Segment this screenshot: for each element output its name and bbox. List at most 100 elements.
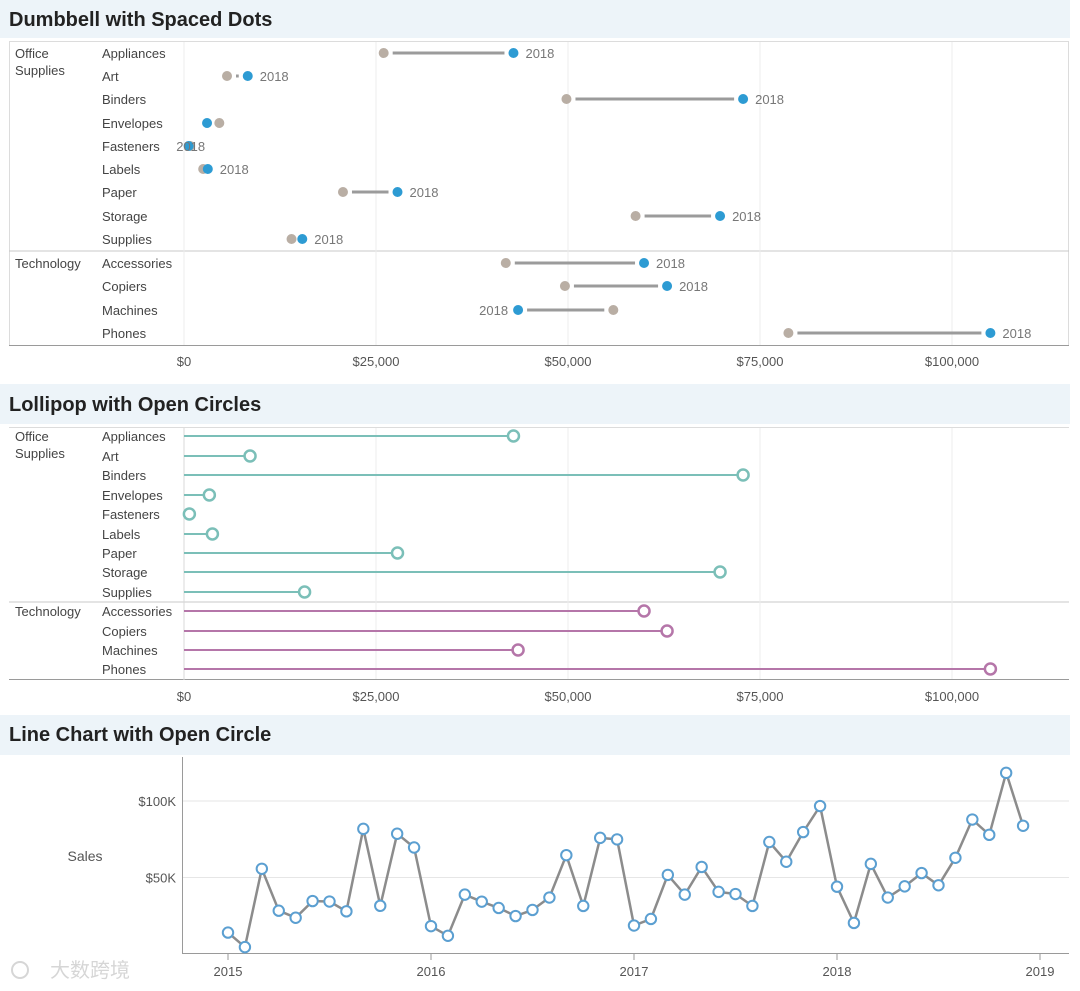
- line-marker[interactable]: [390, 827, 404, 840]
- dumbbell-dot-2018[interactable]: [639, 258, 650, 268]
- line-marker[interactable]: [712, 885, 725, 899]
- line-marker[interactable]: [407, 841, 421, 854]
- dumbbell-dot-2017[interactable]: [783, 328, 794, 338]
- lollipop-head[interactable]: [660, 624, 674, 638]
- line-marker[interactable]: [221, 926, 235, 939]
- lollipop-head[interactable]: [297, 585, 312, 599]
- dumbbell-dot-2017[interactable]: [561, 94, 572, 104]
- dumbbell-dot-2018[interactable]: [392, 187, 403, 197]
- line-marker[interactable]: [306, 894, 319, 908]
- dumbbell-dot-2018[interactable]: [242, 71, 253, 81]
- line-marker[interactable]: [458, 888, 472, 901]
- line-marker[interactable]: [830, 880, 844, 893]
- dumbbell-dot-2017[interactable]: [286, 234, 297, 244]
- line-marker[interactable]: [695, 860, 708, 874]
- line-marker[interactable]: [983, 828, 996, 842]
- lollipop-row: Fasteners: [102, 507, 197, 522]
- line-marker[interactable]: [560, 848, 573, 862]
- dumbbell-dot-2018[interactable]: [183, 141, 194, 151]
- lollipop-head[interactable]: [983, 662, 998, 676]
- line-marker[interactable]: [864, 857, 878, 871]
- line-marker[interactable]: [475, 895, 488, 908]
- dumbbell-dot-2018[interactable]: [715, 211, 726, 221]
- line-marker[interactable]: [932, 879, 945, 892]
- lollipop-head[interactable]: [713, 565, 727, 579]
- line-marker[interactable]: [847, 916, 861, 930]
- lollipop-row: Copiers: [102, 624, 674, 639]
- line-marker[interactable]: [255, 862, 269, 875]
- line-marker[interactable]: [644, 912, 658, 926]
- line-marker[interactable]: [441, 929, 455, 942]
- dumbbell-dot-2018[interactable]: [662, 281, 673, 291]
- line-marker[interactable]: [526, 903, 539, 917]
- line-marker[interactable]: [357, 822, 370, 836]
- dumbbell-dot-2018[interactable]: [202, 118, 213, 128]
- line-marker[interactable]: [763, 835, 776, 849]
- line-marker[interactable]: [661, 868, 675, 882]
- lollipop-x-ticks: $0 $25,000 $50,000 $75,000 $100,000: [177, 689, 979, 704]
- line-marker[interactable]: [323, 895, 336, 908]
- dumbbell-dot-2017[interactable]: [214, 118, 225, 128]
- line-marker[interactable]: [627, 919, 641, 932]
- line-marker[interactable]: [729, 887, 742, 901]
- line-marker[interactable]: [881, 891, 894, 904]
- line-marker[interactable]: [509, 909, 522, 923]
- dumbbell-category-label: Copiers: [102, 279, 147, 294]
- line-marker[interactable]: [610, 833, 624, 846]
- line-marker[interactable]: [999, 766, 1013, 780]
- line-marker[interactable]: [915, 866, 928, 880]
- line-marker[interactable]: [593, 831, 607, 845]
- line-marker[interactable]: [492, 901, 505, 915]
- line-marker[interactable]: [949, 851, 962, 864]
- lollipop-head[interactable]: [182, 507, 197, 521]
- line-marker[interactable]: [780, 855, 793, 868]
- lollipop-title-bar: [0, 384, 1070, 424]
- dumbbell-dot-2017[interactable]: [559, 281, 570, 291]
- lollipop-head[interactable]: [736, 468, 750, 482]
- line-marker[interactable]: [1016, 819, 1030, 832]
- lollipop-x-tick-label: $25,000: [353, 689, 400, 704]
- line-marker[interactable]: [898, 880, 911, 893]
- line-x-tick-label: 2016: [417, 964, 446, 979]
- line-marker[interactable]: [678, 888, 691, 901]
- dumbbell-category-label: Paper: [102, 185, 137, 200]
- line-marker[interactable]: [796, 825, 810, 839]
- line-marker[interactable]: [272, 904, 285, 917]
- line-marker[interactable]: [813, 799, 827, 813]
- dumbbell-row: Supplies 2018: [102, 232, 343, 247]
- line-marker[interactable]: [543, 891, 556, 904]
- lollipop-head[interactable]: [390, 546, 405, 560]
- lollipop-head[interactable]: [202, 488, 217, 502]
- dumbbell-dot-2017[interactable]: [608, 305, 619, 315]
- lollipop-head[interactable]: [243, 449, 257, 463]
- dumbbell-dot-2018[interactable]: [985, 328, 996, 338]
- dumbbell-dot-2017[interactable]: [337, 187, 348, 197]
- dumbbell-dot-2018[interactable]: [202, 164, 213, 174]
- lollipop-head[interactable]: [637, 604, 651, 618]
- lollipop-category-label: Copiers: [102, 624, 147, 639]
- dumbbell-dot-2018[interactable]: [738, 94, 749, 104]
- dumbbell-dot-2017[interactable]: [500, 258, 511, 268]
- lollipop-head[interactable]: [506, 429, 521, 443]
- dumbbell-dot-2018[interactable]: [508, 48, 519, 58]
- dumbbell-x-tick-label: $50,000: [545, 354, 592, 369]
- line-marker[interactable]: [238, 940, 252, 954]
- dumbbell-dot-2018[interactable]: [297, 234, 308, 244]
- dumbbell-year-tag: 2018: [260, 69, 289, 84]
- line-marker[interactable]: [966, 813, 979, 826]
- dumbbell-dot-2017[interactable]: [222, 71, 233, 81]
- lollipop-head[interactable]: [511, 643, 525, 657]
- dumbbell-year-tag: 2018: [656, 256, 685, 271]
- lollipop-head[interactable]: [205, 527, 220, 541]
- dumbbell-dot-2018[interactable]: [513, 305, 524, 315]
- line-marker[interactable]: [424, 919, 438, 933]
- line-marker[interactable]: [374, 899, 387, 913]
- line-marker[interactable]: [289, 911, 302, 924]
- dumbbell-year-tag: 2018: [679, 279, 708, 294]
- dumbbell-dot-2017[interactable]: [630, 211, 641, 221]
- dumbbell-dot-2017[interactable]: [378, 48, 389, 58]
- line-marker[interactable]: [577, 899, 590, 913]
- dumbbell-row: Copiers 2018: [102, 279, 708, 294]
- line-marker[interactable]: [746, 899, 759, 913]
- line-marker[interactable]: [340, 905, 353, 918]
